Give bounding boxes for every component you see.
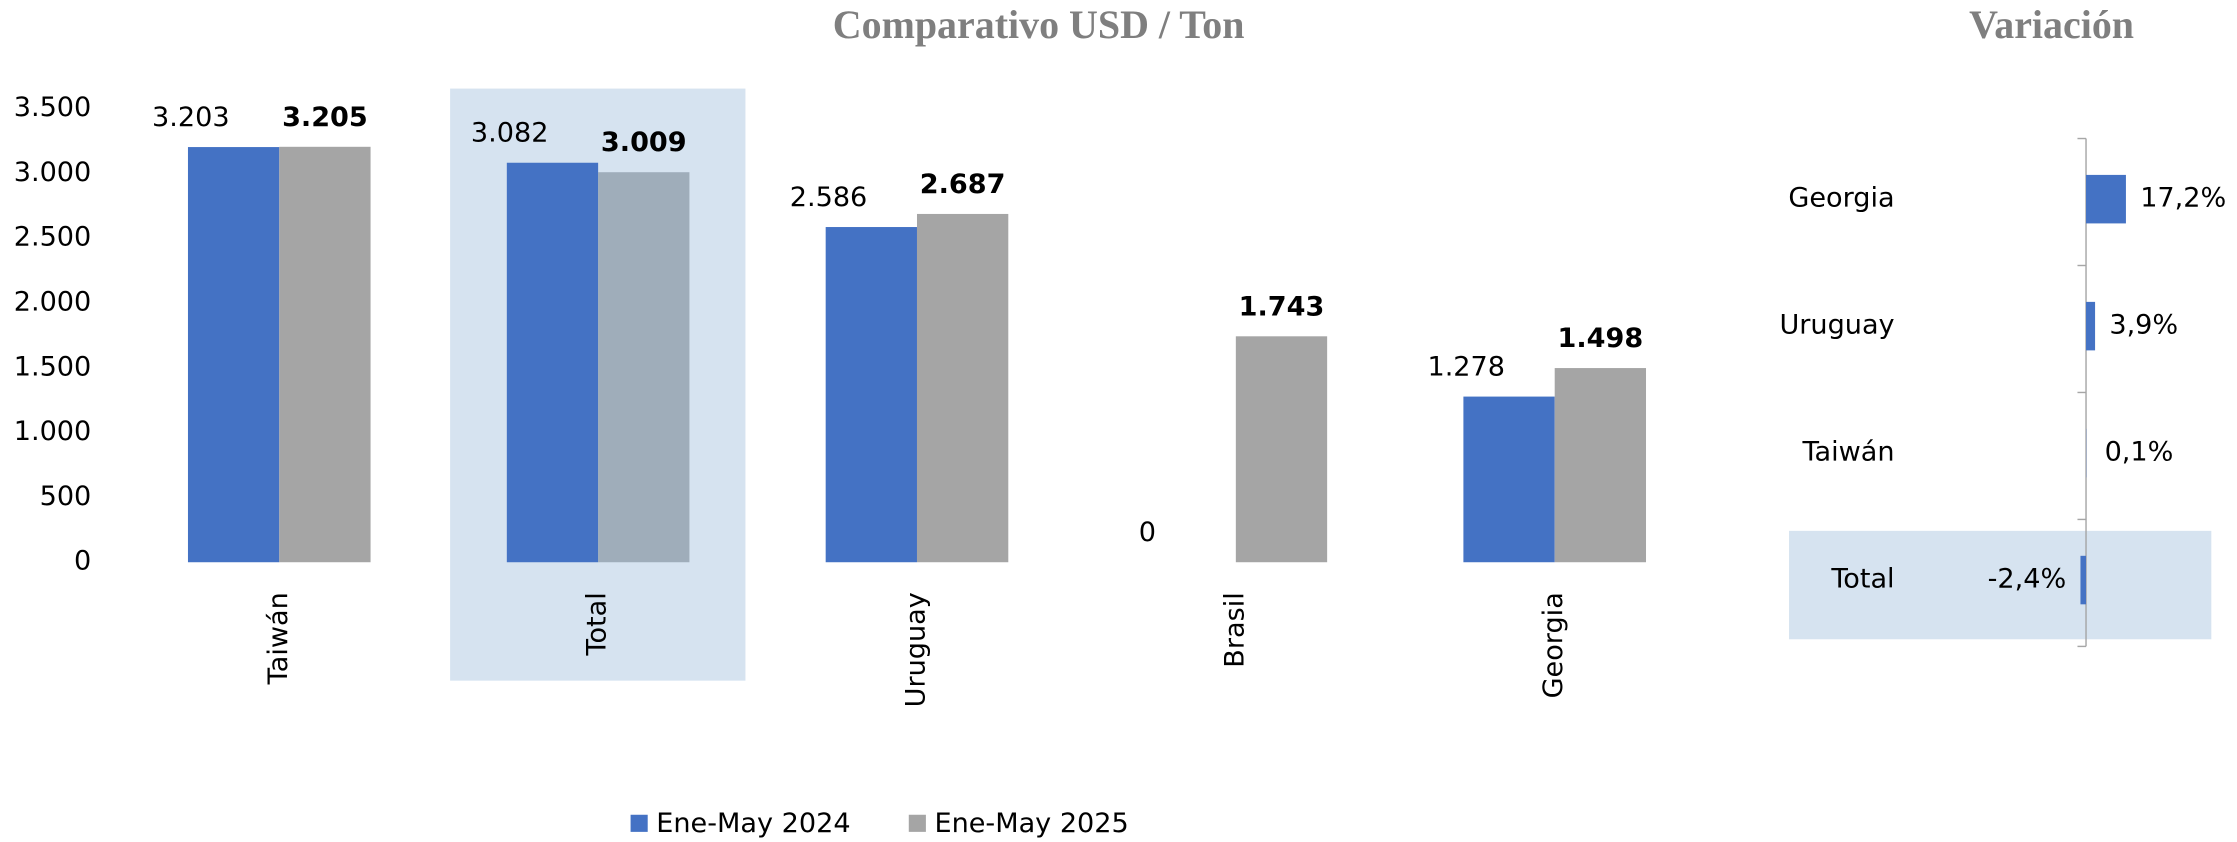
value-label: 3.205 <box>282 102 368 133</box>
y-tick-label: Total <box>1830 564 1894 595</box>
x-tick-label: Brasil <box>1219 592 1250 668</box>
y-tick-label: 3.000 <box>14 157 92 188</box>
value-label: 0,1% <box>2105 437 2174 468</box>
legend-swatch <box>630 814 648 832</box>
x-tick-label: Georgia <box>1538 592 1569 698</box>
bar <box>2086 301 2096 351</box>
value-label: 2.687 <box>920 169 1006 200</box>
value-label: 0 <box>1139 517 1156 548</box>
legend-label: Ene-May 2024 <box>656 808 850 839</box>
value-label: 2.586 <box>790 182 868 213</box>
bar <box>825 227 917 563</box>
chart-title: Comparativo USD / Ton <box>833 2 1245 47</box>
value-label: 17,2% <box>2140 183 2226 214</box>
y-tick-label: 1.000 <box>14 416 92 447</box>
x-tick-label: Total <box>582 592 613 656</box>
bar <box>598 172 690 563</box>
value-label: 3.203 <box>152 102 230 133</box>
legend-label: Ene-May 2025 <box>934 808 1128 839</box>
y-tick-label: 500 <box>40 481 92 512</box>
bar <box>916 213 1009 563</box>
bar <box>2086 174 2126 224</box>
y-tick-label: 0 <box>74 546 91 577</box>
y-tick-label: Taiwán <box>1801 437 1894 468</box>
y-tick-label: 2.500 <box>14 222 92 253</box>
chart-title: Variación <box>1969 2 2134 47</box>
value-label: 3.009 <box>601 127 687 158</box>
value-label: 1.498 <box>1558 323 1644 354</box>
y-tick-label: Uruguay <box>1779 310 1894 341</box>
bar <box>1463 396 1555 563</box>
y-tick-label: 1.500 <box>14 351 92 382</box>
bar <box>1554 368 1647 563</box>
bar <box>506 162 599 563</box>
y-tick-label: 2.000 <box>14 286 92 317</box>
bar <box>279 146 371 563</box>
value-label: -2,4% <box>1988 564 2067 595</box>
highlight <box>1789 530 2212 640</box>
bar <box>1235 336 1328 563</box>
value-label: 3.082 <box>471 118 549 149</box>
value-label: 1.278 <box>1427 352 1505 383</box>
value-label: 3,9% <box>2109 310 2178 341</box>
legend-swatch <box>908 814 926 832</box>
bar <box>2080 555 2087 605</box>
y-tick-label: Georgia <box>1788 183 1894 214</box>
value-label: 1.743 <box>1239 291 1325 322</box>
bar <box>187 147 280 563</box>
x-tick-label: Taiwán <box>263 592 294 685</box>
x-tick-label: Uruguay <box>900 592 931 707</box>
y-tick-label: 3.500 <box>14 92 92 123</box>
